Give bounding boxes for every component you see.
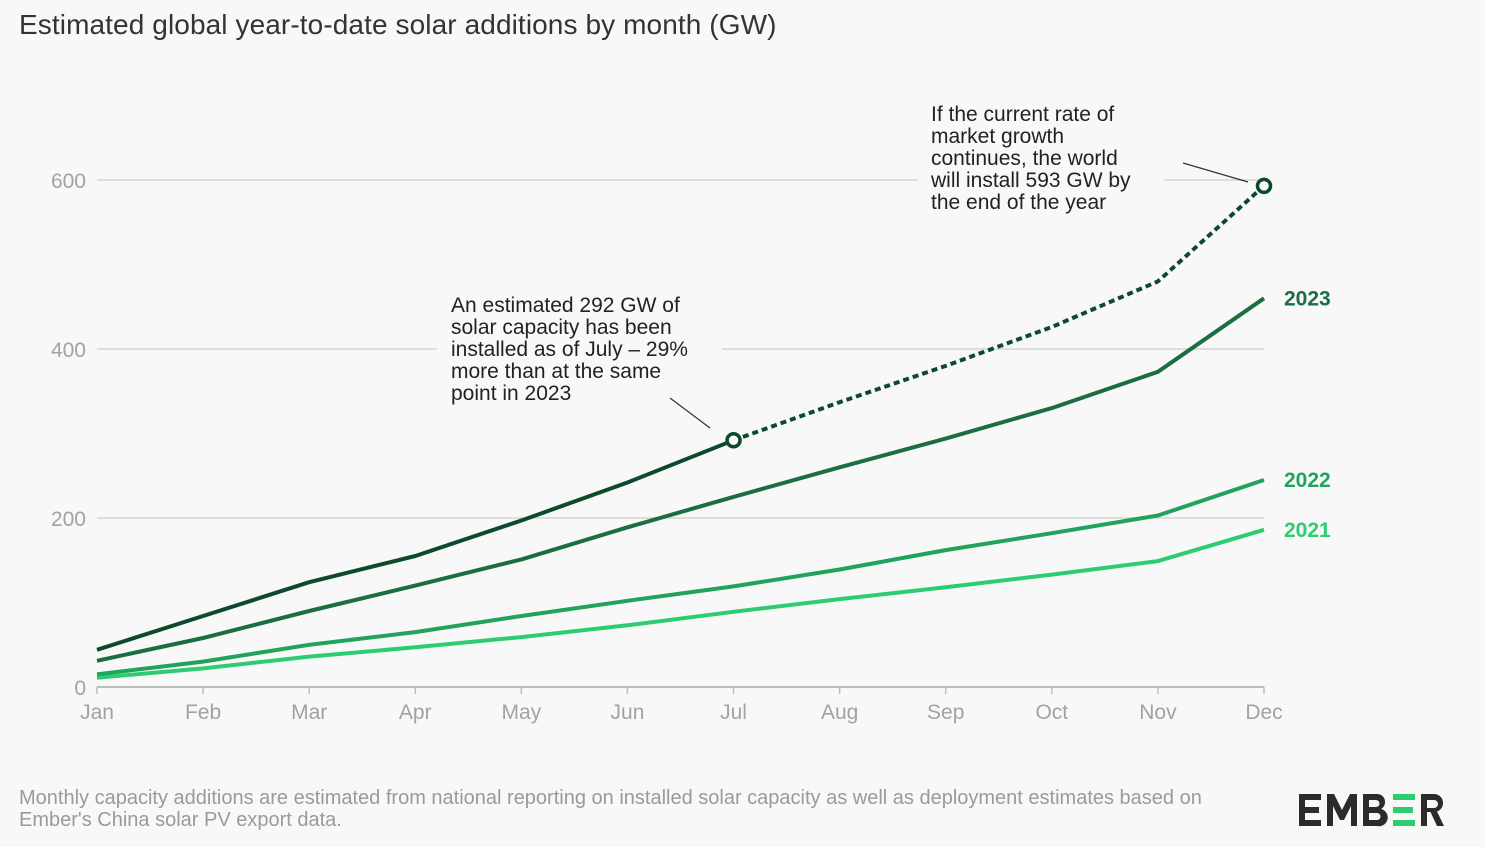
x-tick-label: Jan — [80, 701, 114, 724]
annotation-leader — [1182, 162, 1249, 183]
annotation-background — [918, 101, 1164, 213]
annotation-line: the end of the year — [931, 191, 1106, 214]
footnote: Monthly capacity additions are estimated… — [19, 787, 1202, 831]
series-label: 2023 — [1284, 287, 1331, 310]
series-lines — [96, 184, 1266, 680]
point-marker-jul — [725, 432, 742, 449]
series-line-2024-estimate-dashed — [732, 184, 1266, 443]
annotation-line: An estimated 292 GW of — [451, 294, 680, 317]
x-tick-label: May — [502, 701, 542, 724]
series-line-2024-estimate — [96, 438, 735, 652]
x-tick-label: Feb — [185, 701, 221, 724]
annotation-line: solar capacity has been — [451, 316, 672, 339]
series-markers — [725, 177, 1273, 449]
chart-title: Estimated global year-to-date solar addi… — [19, 9, 777, 40]
series-line-2021 — [96, 527, 1265, 680]
series-line-2022 — [96, 478, 1265, 677]
series-label: 2021 — [1284, 519, 1331, 542]
y-tick-label: 400 — [51, 339, 86, 362]
annotation-line: installed as of July – 29% — [451, 338, 688, 361]
x-tick-label: Jul — [720, 701, 747, 724]
x-tick-label: Jun — [611, 701, 645, 724]
y-tick-label: 0 — [74, 677, 86, 700]
x-tick-label: Nov — [1139, 701, 1177, 724]
axis-ticks: 0 200 400 600 Jan Feb Mar Apr May Jun Jul Aug Sep Oct… — [51, 170, 1283, 724]
x-tick-label: Mar — [291, 701, 327, 724]
x-tick-label: Sep — [927, 701, 964, 724]
x-tick-label: Aug — [821, 701, 858, 724]
x-tick-label: Oct — [1035, 701, 1068, 724]
annotation-line: continues, the world — [931, 147, 1118, 170]
annotation-line: market growth — [931, 125, 1064, 148]
point-marker-dec — [1255, 177, 1273, 195]
series-labels: 2021 2022 2023 — [1284, 287, 1331, 542]
annotation-line: will install 593 GW by — [930, 169, 1131, 192]
gridlines — [97, 179, 1264, 688]
y-tick-label: 200 — [51, 508, 86, 531]
x-tick-label: Apr — [399, 701, 432, 724]
series-label: 2022 — [1284, 469, 1331, 492]
annotation-line: more than at the same — [451, 360, 661, 383]
annotation-line: If the current rate of — [931, 103, 1114, 126]
ember-logo — [1299, 793, 1444, 827]
y-tick-label: 600 — [51, 170, 86, 193]
x-tick-label: Dec — [1245, 701, 1282, 724]
annotation-line: point in 2023 — [451, 382, 571, 405]
series-line-2023 — [96, 296, 1266, 663]
annotation-background — [437, 292, 722, 404]
annotation-leader — [669, 397, 711, 429]
